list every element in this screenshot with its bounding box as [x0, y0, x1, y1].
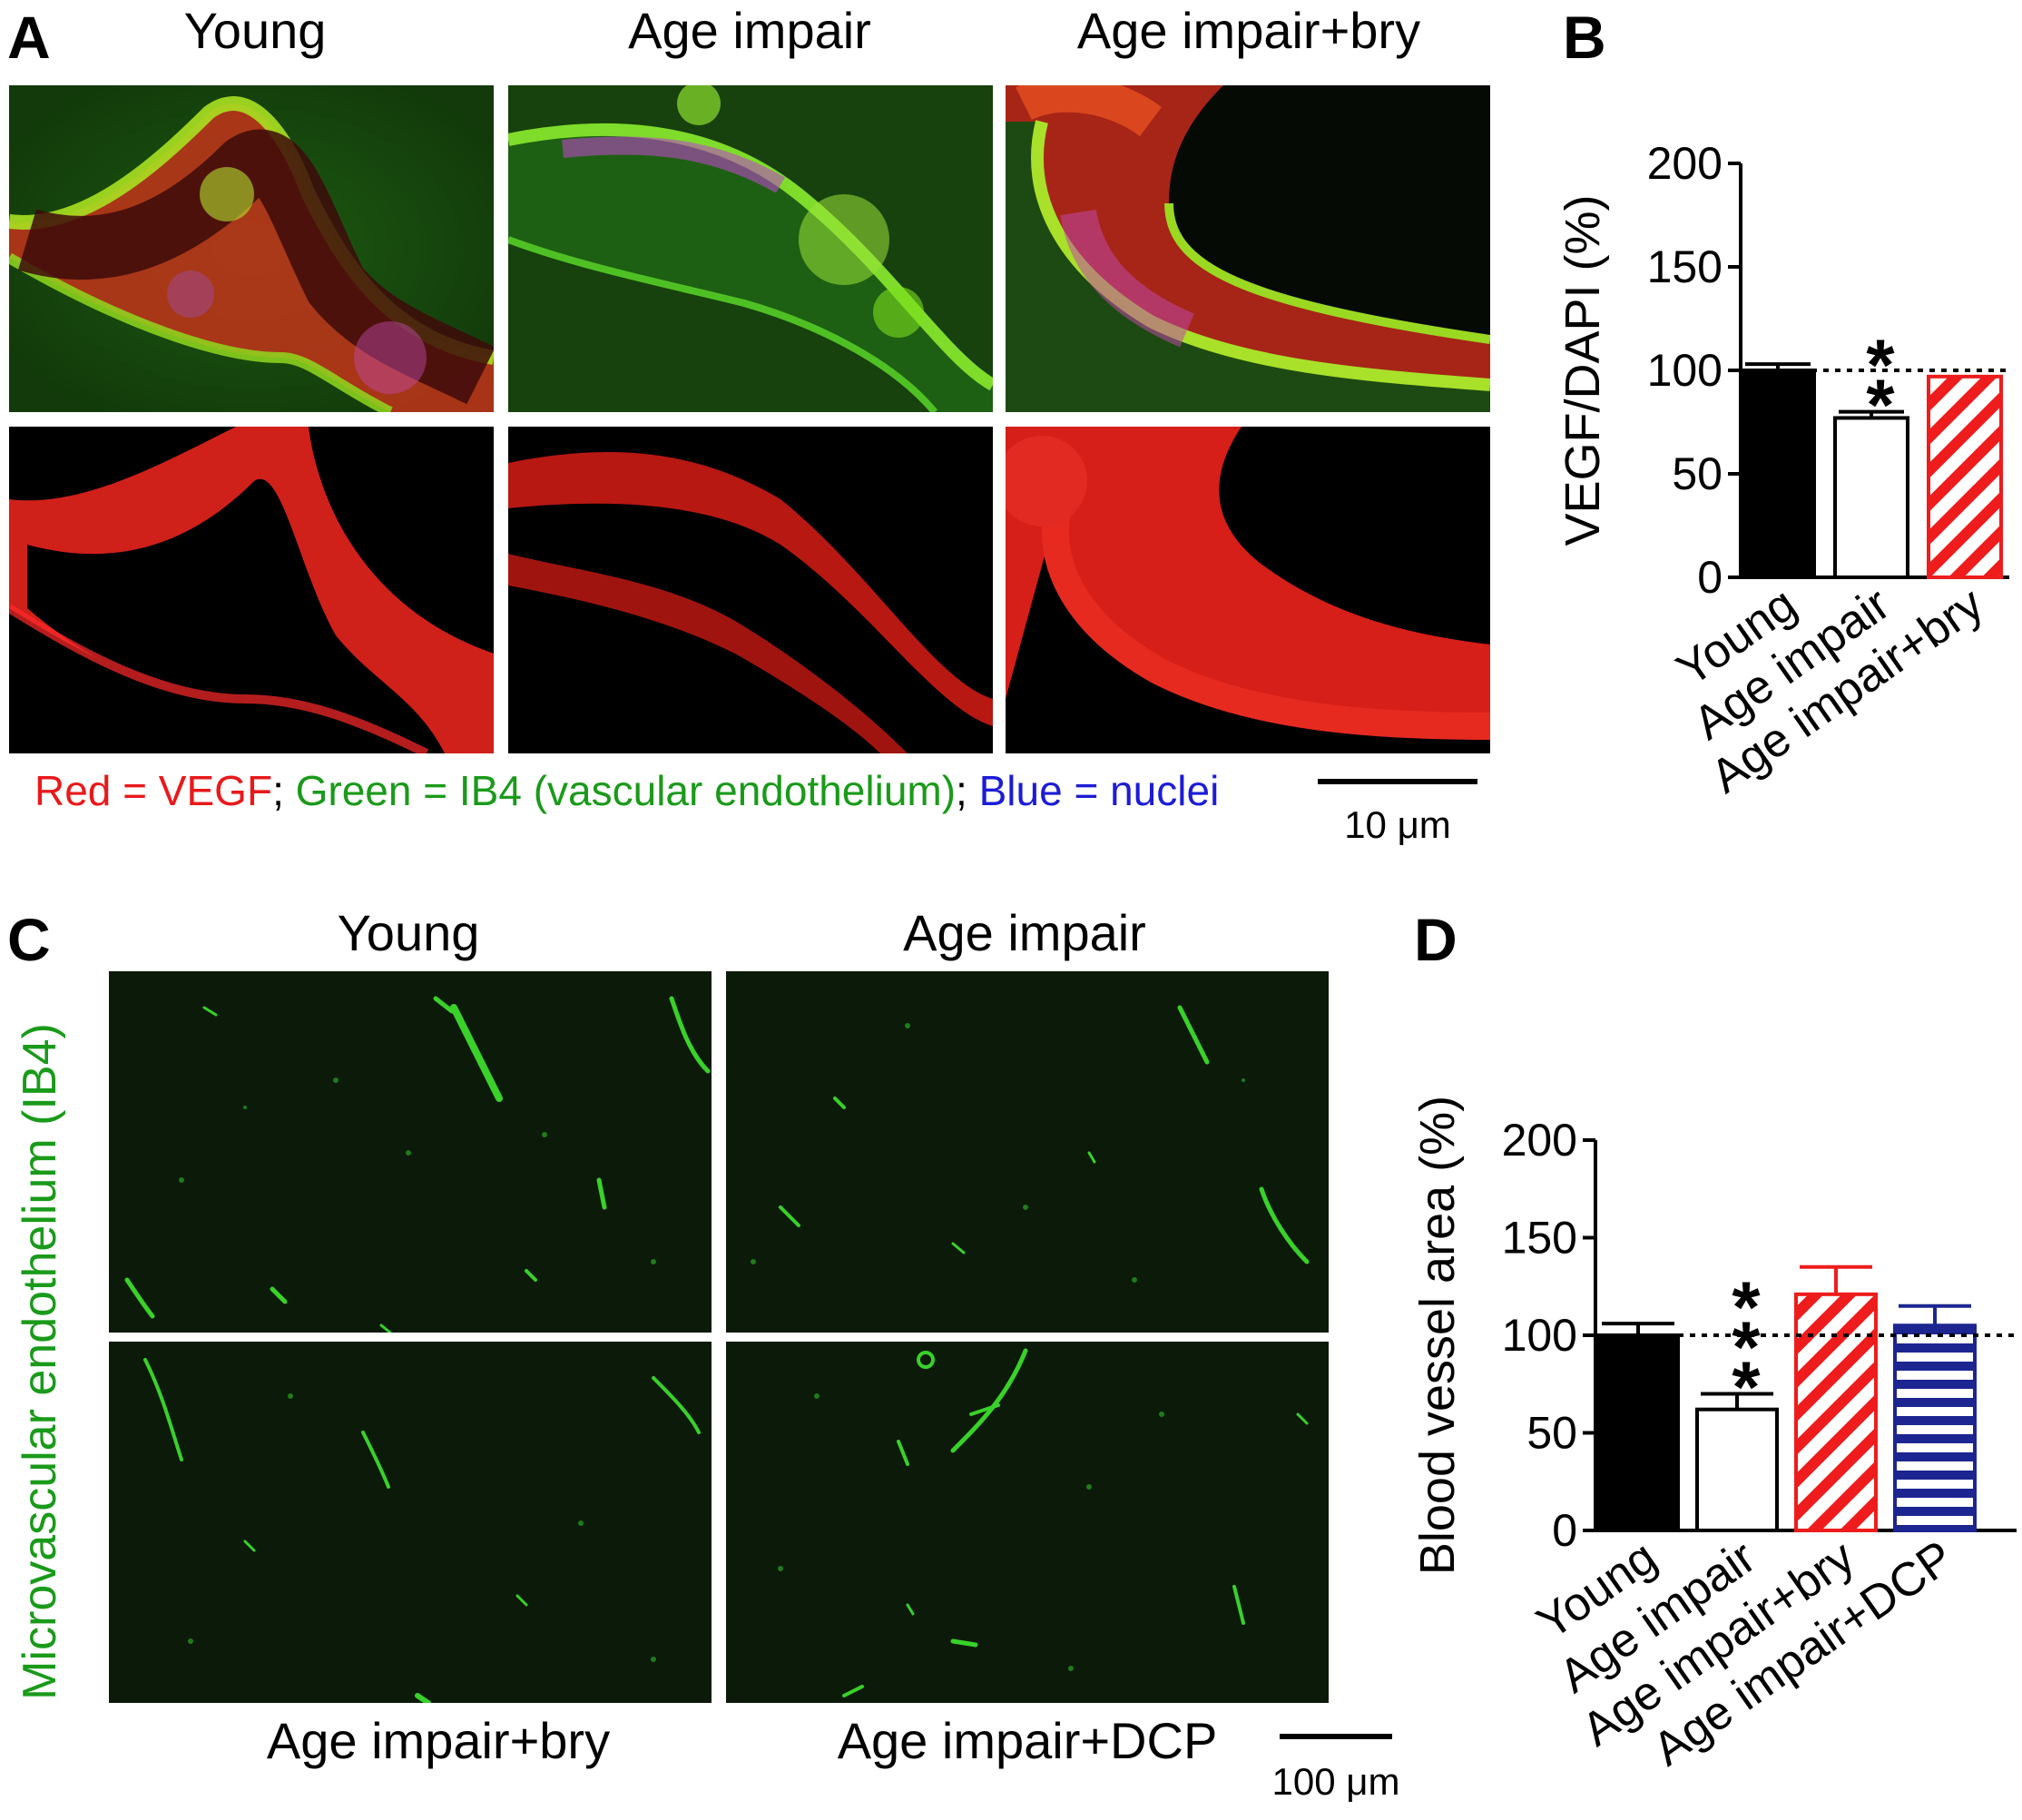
panel-c-title-age-impair: Age impair: [903, 904, 1146, 961]
chart-b-y-axis-label: VEGF/DAPI (%): [1556, 194, 1610, 546]
chart-b-y-tick-label-1: 50: [1672, 448, 1723, 499]
chart-d-y-tick-label-1: 50: [1526, 1408, 1577, 1459]
chart-d-bar-0: [1596, 1333, 1680, 1532]
legend-separator-2: ;: [956, 767, 979, 814]
panel-a-title-age-impair: Age impair: [628, 2, 871, 59]
panel-a-title-young: Young: [183, 2, 327, 59]
chart-d-bar-1: [1695, 1407, 1779, 1533]
panel-a-vegf-age-impair: [508, 427, 993, 753]
chart-b-y-tick-label-4: 200: [1647, 138, 1723, 189]
panel-c-title-age-impair-bry: Age impair+bry: [266, 1712, 611, 1769]
panel-a-merge-age-impair-bry: [1006, 85, 1490, 412]
panel-c-scale-bar: [1280, 1734, 1392, 1739]
chart-d-y-axis-label: Blood vessel area (%): [1410, 1096, 1465, 1575]
panel-c-image-age-impair-dcp: [726, 1342, 1329, 1703]
panel-a-scale-label: 10 μm: [1344, 803, 1451, 846]
panel-a-vegf-age-impair-bry: [1006, 427, 1490, 753]
panel-a-legend: Red = VEGF; Green = IB4 (vascular endoth…: [34, 770, 1219, 812]
chart-d-bar-3: [1893, 1323, 1977, 1532]
panel-c-title-age-impair-dcp: Age impair+DCP: [837, 1712, 1218, 1769]
panel-c-side-label-text: Microvascular endothelium (IB4): [14, 1023, 66, 1700]
chart-d-significance-1-1: *: [1732, 1307, 1761, 1388]
chart-b-bar-0: [1740, 369, 1816, 579]
panel-c-scale-label: 100 μm: [1271, 1760, 1400, 1803]
panel-a-merge-age-impair: [508, 85, 993, 412]
panel-a-letter: A: [7, 4, 51, 71]
chart-b-y-tick-label-2: 100: [1647, 345, 1723, 396]
legend-separator-1: ;: [272, 767, 296, 814]
chart-d-significance-1-2: *: [1732, 1267, 1761, 1348]
chart-b-y-tick-label-0: 0: [1697, 552, 1723, 603]
panel-c-letter: C: [7, 906, 51, 973]
legend-red-vegf: Red = VEGF: [34, 767, 273, 814]
chart-d-significance-1-0: *: [1732, 1347, 1761, 1428]
panel-c-title-young: Young: [337, 904, 480, 961]
panel-b-letter: B: [1563, 4, 1606, 71]
panel-c-side-label: Microvascular endothelium (IB4): [4, 989, 76, 1734]
legend-blue-nuclei: Blue = nuclei: [978, 767, 1220, 814]
panel-a-merge-young: [9, 85, 494, 412]
panel-a-scale-bar: [1318, 779, 1477, 784]
chart-d-y-tick-label-3: 150: [1502, 1213, 1577, 1264]
chart-b-y-tick-label-3: 150: [1647, 241, 1723, 292]
chart-b-bar-1: [1833, 416, 1909, 579]
chart-d-y-tick-label-2: 100: [1502, 1310, 1577, 1361]
panel-a-vegf-young: [9, 427, 494, 753]
chart-d-y-tick-label-0: 0: [1552, 1505, 1577, 1556]
panel-d-letter: D: [1414, 906, 1458, 973]
panel-b-chart: 0 50 100 150 200 VEGF/DAPI (%) Young * * Age impa…: [1543, 82, 2022, 862]
chart-d-bar-2: [1794, 1292, 1878, 1532]
panel-c-image-young: [109, 971, 712, 1333]
panel-c-image-age-impair-bry: [109, 1342, 712, 1703]
panel-d-chart: 0 50 100 150 200 Blood vessel area (%) Young * *…: [1398, 1071, 2022, 1815]
chart-b-bar-2: [1927, 374, 2003, 579]
chart-b-significance-1-0: *: [1866, 365, 1895, 446]
panel-c-image-age-impair: [726, 971, 1329, 1333]
panel-a-title-age-impair-bry: Age impair+bry: [1076, 2, 1421, 59]
legend-green-ib4: Green = IB4 (vascular endothelium): [295, 767, 957, 814]
chart-d-y-tick-label-4: 200: [1502, 1115, 1577, 1166]
chart-b-significance-1-1: *: [1866, 325, 1895, 406]
